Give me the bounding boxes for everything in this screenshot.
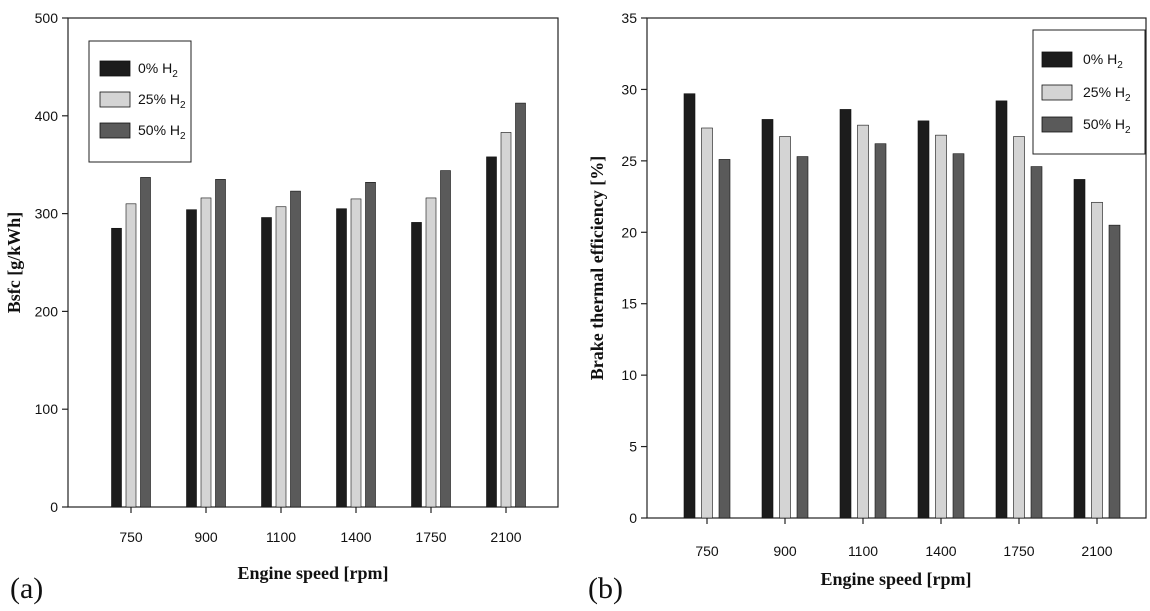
bar bbox=[718, 159, 731, 519]
bar bbox=[701, 127, 713, 519]
chart-panel-a: 0 100 200 300 400 500 750 900 1100 1400 1750 2100 En… bbox=[4, 10, 559, 605]
x-tick-label: 750 bbox=[119, 529, 143, 545]
y-axis-title: Brake thermal efficiency [%] bbox=[587, 156, 607, 380]
x-tick-label: 2100 bbox=[1081, 543, 1112, 559]
bar bbox=[761, 119, 774, 519]
bar bbox=[935, 134, 947, 519]
plot-frame bbox=[67, 17, 559, 508]
bar bbox=[857, 124, 869, 519]
x-tick-label: 2100 bbox=[490, 529, 521, 545]
x-tick-label: 1400 bbox=[340, 529, 371, 545]
bar bbox=[952, 153, 965, 519]
x-tick-label: 1100 bbox=[848, 543, 878, 559]
x-tick-label: 750 bbox=[695, 543, 719, 559]
bar bbox=[1073, 179, 1086, 519]
legend-label: 25% H2 bbox=[1083, 84, 1131, 104]
y-tick-label: 20 bbox=[621, 224, 637, 240]
bar bbox=[290, 190, 301, 508]
x-tick-label: 1100 bbox=[266, 529, 296, 545]
bar bbox=[186, 209, 197, 508]
bar bbox=[425, 197, 437, 508]
x-axis-title: Engine speed [rpm] bbox=[820, 569, 971, 589]
y-tick-label: 0 bbox=[50, 499, 58, 515]
bar bbox=[874, 143, 887, 519]
bar bbox=[839, 109, 852, 519]
y-tick-label: 15 bbox=[621, 296, 637, 312]
bar bbox=[350, 198, 362, 508]
bar bbox=[200, 197, 212, 508]
x-axis-title: Engine speed [rpm] bbox=[237, 563, 388, 583]
x-tick-label: 1400 bbox=[925, 543, 956, 559]
legend-label: 25% H2 bbox=[138, 91, 186, 111]
y-tick-label: 25 bbox=[621, 153, 637, 169]
bar bbox=[1108, 224, 1121, 519]
bar bbox=[140, 177, 151, 508]
plot-frame bbox=[646, 17, 1147, 519]
bar bbox=[1091, 201, 1103, 519]
y-tick-label: 10 bbox=[621, 367, 637, 383]
bar bbox=[515, 102, 526, 508]
bar bbox=[995, 100, 1008, 519]
legend: 0% H2 25% H2 50% H2 bbox=[88, 40, 192, 163]
panel-label: (a) bbox=[10, 572, 43, 605]
bar bbox=[683, 93, 696, 519]
legend-label: 50% H2 bbox=[1083, 116, 1131, 136]
bar bbox=[215, 179, 226, 508]
bar bbox=[1030, 166, 1043, 519]
bar bbox=[486, 156, 497, 508]
panel-label: (b) bbox=[588, 572, 623, 605]
y-tick-label: 100 bbox=[35, 401, 59, 417]
x-tick-label: 1750 bbox=[415, 529, 446, 545]
y-tick-label: 5 bbox=[629, 439, 637, 455]
y-tick-label: 30 bbox=[621, 81, 637, 97]
bar bbox=[111, 227, 122, 508]
bar bbox=[440, 170, 451, 508]
chart-panel-b: 0 5 10 15 20 25 30 35 750 900 1100 1400 1750 2100 Engi… bbox=[587, 10, 1147, 605]
bar bbox=[796, 156, 809, 519]
bar bbox=[365, 182, 376, 508]
y-tick-label: 35 bbox=[621, 10, 637, 26]
y-tick-label: 200 bbox=[35, 303, 59, 319]
legend-label: 50% H2 bbox=[138, 122, 186, 142]
bar bbox=[261, 217, 272, 508]
legend-label: 0% H2 bbox=[1083, 51, 1123, 71]
x-tick-label: 1750 bbox=[1003, 543, 1034, 559]
bar bbox=[917, 120, 930, 519]
bar bbox=[275, 206, 287, 508]
y-tick-label: 500 bbox=[35, 10, 59, 26]
bar bbox=[411, 222, 422, 508]
bar bbox=[1013, 136, 1025, 519]
y-axis-title: Bsfc [g/kWh] bbox=[4, 212, 24, 314]
legend-swatch bbox=[99, 60, 131, 77]
legend-swatch bbox=[1041, 84, 1073, 101]
x-tick-label: 900 bbox=[194, 529, 218, 545]
y-tick-label: 400 bbox=[35, 108, 59, 124]
y-tick-label: 300 bbox=[35, 206, 59, 222]
legend-swatch bbox=[99, 122, 131, 139]
legend-swatch bbox=[99, 91, 131, 108]
legend-swatch bbox=[1041, 51, 1073, 68]
legend-swatch bbox=[1041, 116, 1073, 133]
x-tick-label: 900 bbox=[773, 543, 797, 559]
y-tick-label: 0 bbox=[629, 510, 637, 526]
bar bbox=[336, 208, 347, 508]
bar bbox=[500, 132, 512, 508]
legend-label: 0% H2 bbox=[138, 60, 178, 80]
bar bbox=[125, 203, 137, 508]
legend: 0% H2 25% H2 50% H2 bbox=[1032, 29, 1146, 155]
bar bbox=[779, 136, 791, 519]
